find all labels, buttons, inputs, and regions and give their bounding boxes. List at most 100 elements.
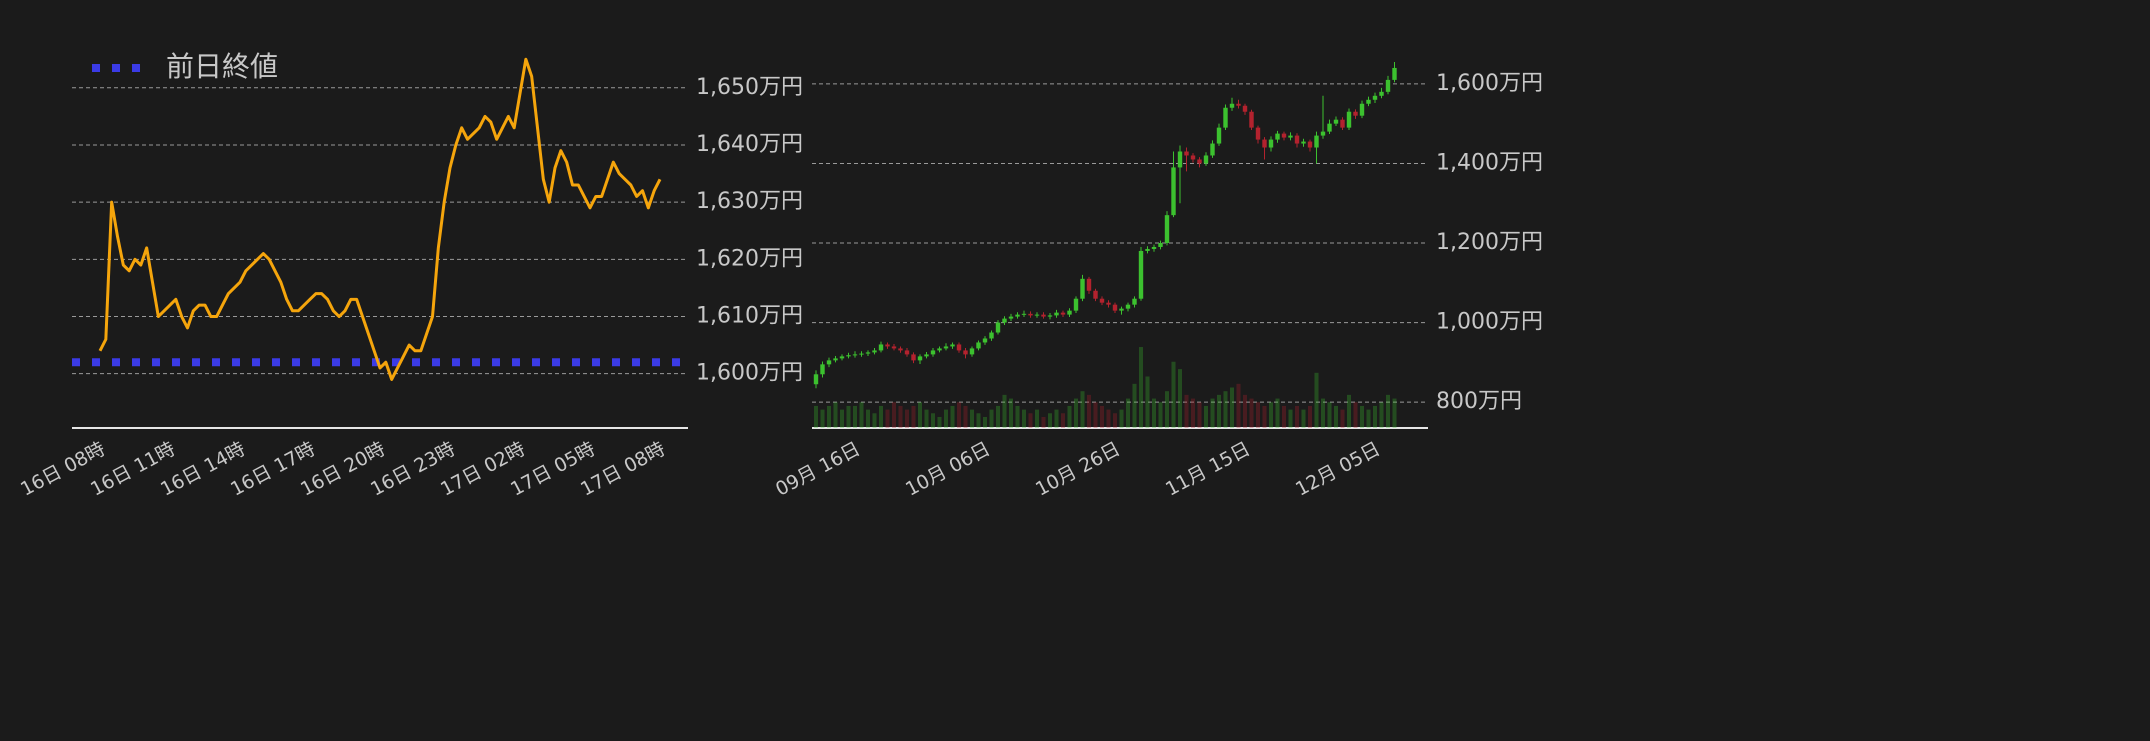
candle-body [1151,246,1157,249]
legend-label: 前日終値 [166,50,278,83]
candle-body [989,332,994,339]
volume-bar [1223,391,1228,428]
volume-bar [957,402,961,428]
candle-body [820,364,825,375]
volume-bar [1184,394,1189,428]
candle-body [1392,67,1397,80]
y-tick-label: 1,630万円 [696,189,803,214]
candle-body [1197,159,1202,164]
candle-body [1021,313,1027,315]
candle-body [846,355,851,357]
volume-bar [1217,394,1221,428]
candle-body [1223,107,1228,128]
volume-bar [1327,402,1332,428]
volume-bar [1002,394,1007,428]
volume-bar [1301,409,1306,428]
candle-body [1229,103,1235,108]
candle-body [1145,248,1150,251]
volume-bar [1204,405,1208,428]
volume-bar [1379,402,1384,428]
volume-bar [1269,402,1273,428]
volume-bar [1392,398,1397,428]
volume-bar [944,409,948,428]
volume-bar [1054,409,1059,428]
candle-body [852,354,858,356]
volume-bar [1100,405,1104,428]
candle-body [1294,135,1300,144]
volume-bar [963,405,968,428]
volume-bar [1048,413,1052,428]
candle-body [1132,298,1137,305]
volume-bar [1106,409,1111,428]
candle-body [1372,95,1378,100]
candle-body [1333,119,1339,124]
volume-bar [918,402,922,428]
candle-body [1002,318,1007,323]
candle-body [872,350,877,353]
candle-body [1028,313,1033,316]
volume-bar [879,405,883,428]
candle-body [1327,123,1332,132]
candle-body [904,350,910,355]
y-tick-label: 1,650万円 [696,75,803,100]
candle-body [1041,314,1046,317]
candle-body [1119,308,1124,311]
volume-bar [1152,398,1156,428]
volume-bar [1288,409,1293,428]
volume-bar [1015,405,1020,428]
candle-body [1307,141,1313,148]
candle-body [839,356,845,359]
volume-bar [1210,398,1215,428]
volume-bar [1113,413,1117,428]
volume-bar [924,409,929,428]
volume-bar [1061,413,1065,428]
candle-body [1268,139,1274,148]
candle-body [1210,143,1215,156]
candle-body [930,350,936,355]
volume-bar [1139,347,1143,428]
volume-bar [1314,372,1319,428]
volume-bar [1087,394,1091,428]
volume-bar [1360,405,1364,428]
y-tick-label: 1,620万円 [696,246,803,271]
candle-body [911,354,916,361]
candle-body [943,346,949,349]
volume-bar [1035,409,1039,428]
candle-body [1112,304,1118,311]
volume-bar [1158,402,1163,428]
volume-bar [1386,394,1390,428]
candle-body [1158,243,1163,247]
volume-bar [1249,398,1254,428]
candle-body [1216,127,1222,144]
volume-bar [1262,405,1267,428]
y-tick-label: 1,600万円 [1436,71,1543,96]
candle-body [976,342,981,349]
candle-body [950,344,955,347]
candle-body [865,352,871,354]
volume-bar [814,405,818,428]
candle-body [1093,290,1098,299]
volume-bar [1080,391,1085,428]
candle-body [1034,314,1040,316]
candle-body [1073,298,1079,311]
candle-body [963,350,968,355]
candle-body [1086,278,1092,291]
y-tick-label: 1,640万円 [696,132,803,157]
volume-bar [1191,398,1195,428]
volume-bar [931,413,935,428]
y-tick-label: 1,000万円 [1436,310,1543,335]
candle-body [917,356,923,361]
candle-body [1125,304,1131,309]
candle-body [1177,151,1183,168]
volume-bar [996,405,1000,428]
volume-bar [1119,409,1124,428]
candle-body [1379,91,1384,96]
candle-body [924,354,929,357]
candle-body [833,358,838,361]
candle-body [1366,99,1371,104]
volume-bar [866,409,870,428]
candle-body [1249,111,1254,128]
candle-body [1203,155,1209,164]
volume-bar [989,409,994,428]
volume-bar [840,409,844,428]
